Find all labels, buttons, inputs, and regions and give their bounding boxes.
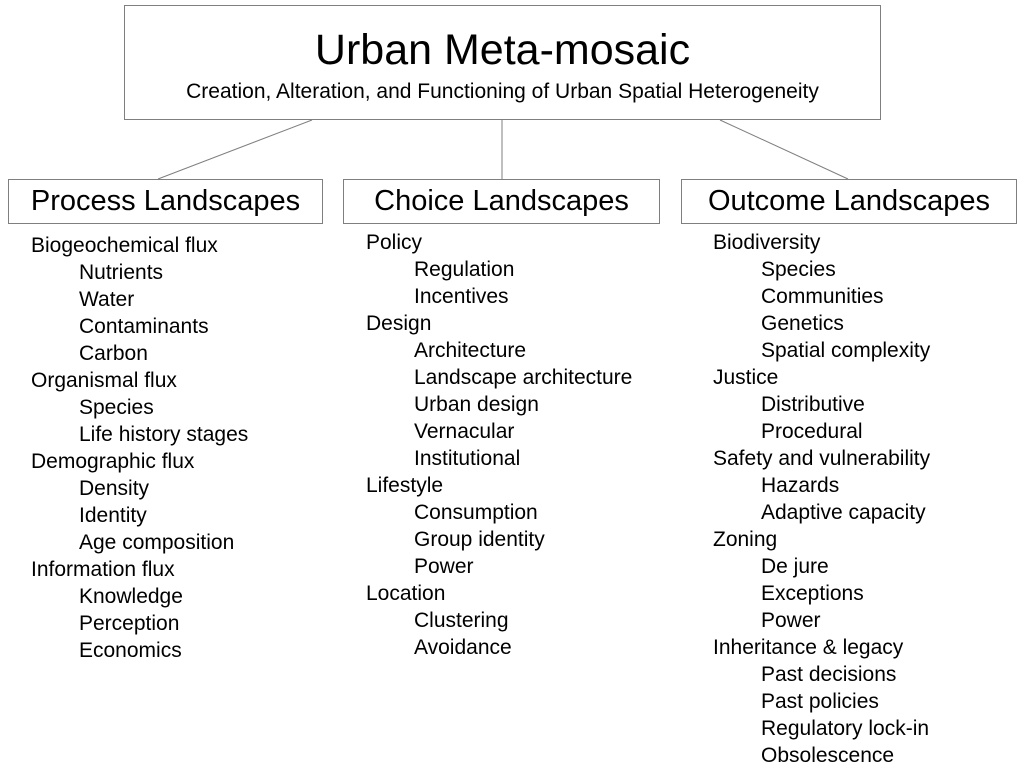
connector-process [157, 119, 313, 180]
list-item: Clustering [414, 609, 509, 632]
group-label: Information flux [31, 558, 175, 581]
group-label: Design [366, 312, 432, 335]
list-item: Incentives [414, 285, 509, 308]
list-item: Identity [79, 504, 147, 527]
list-item: Distributive [761, 393, 865, 416]
group-label: Safety and vulnerability [713, 447, 931, 470]
list-item: Water [79, 288, 135, 311]
group-label: Biogeochemical flux [31, 234, 218, 257]
list-item: Procedural [761, 420, 863, 443]
group-label: Justice [713, 366, 779, 389]
list-item: Vernacular [414, 420, 515, 443]
list-item: Perception [79, 612, 180, 635]
list-item: Consumption [414, 501, 538, 524]
list-item: Life history stages [79, 423, 249, 446]
list-item: Obsolescence [761, 744, 895, 767]
group-label: Lifestyle [366, 474, 444, 497]
group-label: Biodiversity [713, 231, 821, 254]
connector-outcome [719, 119, 849, 180]
list-item: Nutrients [79, 261, 164, 284]
outcome-landscapes-node: Outcome Landscapes [681, 179, 1017, 224]
group-label: Policy [366, 231, 423, 254]
list-item: Urban design [414, 393, 539, 416]
list-item: Genetics [761, 312, 844, 335]
list-item: Contaminants [79, 315, 209, 338]
group-label: Demographic flux [31, 450, 195, 473]
list-item: Spatial complexity [761, 339, 931, 362]
list-item: Power [761, 609, 821, 632]
list-item: Power [414, 555, 474, 578]
choice-landscapes-list: Policy Regulation Incentives Design Arch… [366, 229, 632, 661]
group-label: Inheritance & legacy [713, 636, 904, 659]
list-item: Hazards [761, 474, 840, 497]
list-item: Institutional [414, 447, 521, 470]
list-item: Communities [761, 285, 884, 308]
list-item: Knowledge [79, 585, 183, 608]
list-item: Species [761, 258, 836, 281]
list-item: Economics [79, 639, 182, 662]
list-item: Past policies [761, 690, 879, 713]
list-item: Landscape architecture [414, 366, 633, 389]
choice-landscapes-node: Choice Landscapes [343, 179, 660, 224]
list-item: Age composition [79, 531, 235, 554]
process-landscapes-node: Process Landscapes [8, 179, 323, 224]
diagram-title: Urban Meta-mosaic [314, 26, 691, 74]
list-item: Regulatory lock-in [761, 717, 930, 740]
list-item: Architecture [414, 339, 527, 362]
list-item: Regulation [414, 258, 515, 281]
process-landscapes-list: Biogeochemical flux Nutrients Water Cont… [31, 232, 248, 664]
list-item: Group identity [414, 528, 545, 551]
group-label: Organismal flux [31, 369, 177, 392]
group-label: Zoning [713, 528, 778, 551]
list-item: Past decisions [761, 663, 897, 686]
list-item: Density [79, 477, 150, 500]
list-item: Species [79, 396, 154, 419]
group-label: Location [366, 582, 446, 605]
list-item: De jure [761, 555, 829, 578]
outcome-landscapes-list: Biodiversity Species Communities Genetic… [713, 229, 930, 769]
list-item: Adaptive capacity [761, 501, 926, 524]
diagram-subtitle: Creation, Alteration, and Functioning of… [186, 80, 819, 103]
root-node: Urban Meta-mosaic Creation, Alteration, … [124, 5, 881, 120]
list-item: Carbon [79, 342, 148, 365]
list-item: Avoidance [414, 636, 512, 659]
list-item: Exceptions [761, 582, 864, 605]
